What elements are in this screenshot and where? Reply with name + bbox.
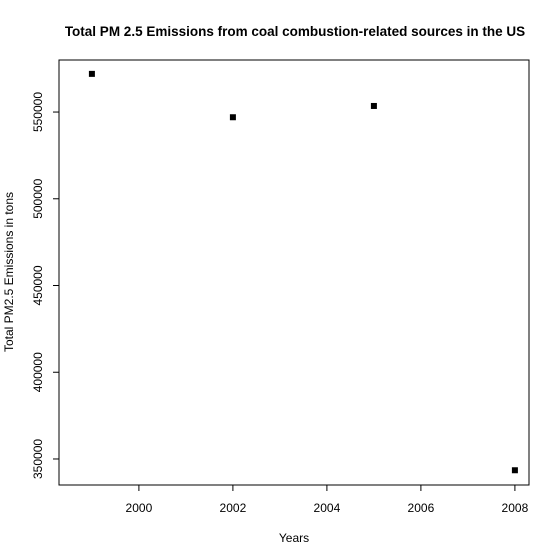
y-axis: 350000 400000 450000 500000 550000 — [31, 92, 60, 479]
data-point — [370, 102, 377, 109]
x-tick-label: 2004 — [314, 501, 341, 515]
data-point — [229, 114, 236, 121]
plot-area-frame — [58, 59, 530, 486]
chart-title: Total PM 2.5 Emissions from coal combust… — [65, 24, 525, 39]
y-tick-label: 350000 — [31, 439, 45, 479]
y-axis-label: Total PM2.5 Emissions in tons — [2, 192, 16, 352]
x-tick-label: 2006 — [408, 501, 435, 515]
x-tick-label: 2002 — [220, 501, 247, 515]
y-tick-label: 400000 — [31, 352, 45, 392]
x-axis-label: Years — [279, 531, 309, 545]
y-tick-label: 550000 — [31, 92, 45, 132]
x-tick-label: 2008 — [502, 501, 529, 515]
data-point — [88, 70, 95, 77]
x-tick-label: 2000 — [126, 501, 153, 515]
x-axis: 2000 2002 2004 2006 2008 — [126, 484, 529, 515]
y-tick-label: 500000 — [31, 178, 45, 218]
y-tick-label: 450000 — [31, 265, 45, 305]
data-points — [88, 70, 518, 474]
data-point — [511, 467, 518, 474]
